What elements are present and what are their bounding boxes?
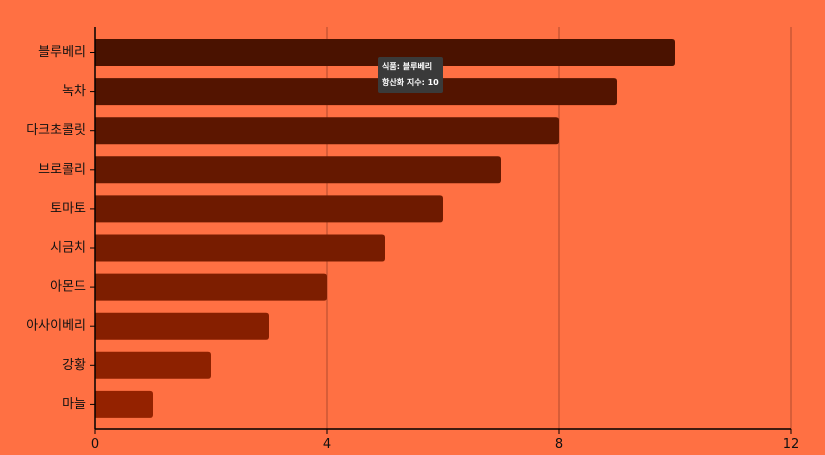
y-tick-label-4: 토마토	[50, 201, 86, 216]
bar-4	[95, 195, 443, 223]
tooltip-category-row: 식품: 블루베리	[382, 62, 433, 71]
x-tick-label-2: 8	[555, 437, 563, 452]
tooltip-value-value: 10	[427, 78, 439, 87]
y-tick-label-5: 시금치	[50, 241, 86, 256]
x-tick-label-3: 12	[783, 437, 800, 452]
bar-6	[95, 273, 327, 301]
y-tick-label-1: 녹차	[62, 84, 86, 99]
y-tick-label-0: 블루베리	[38, 45, 86, 60]
bar-5	[95, 234, 385, 262]
tooltip-category-key: 식품	[382, 62, 397, 71]
bar-7	[95, 312, 269, 340]
bar-3	[95, 156, 501, 184]
bars	[95, 39, 675, 418]
y-tick-label-2: 다크초콜릿	[26, 123, 86, 138]
x-tick-label-0: 0	[91, 437, 99, 452]
y-tick-label-7: 아사이베리	[26, 319, 86, 334]
tooltip-value-key: 항산화 지수	[382, 78, 422, 87]
y-tick-label-8: 강황	[62, 358, 86, 373]
bar-1	[95, 78, 617, 106]
bar-0	[95, 39, 675, 66]
tooltip: 식품: 블루베리 항산화 지수: 10	[378, 57, 443, 93]
x-tick-label-1: 4	[323, 437, 331, 452]
y-tick-label-3: 브로콜리	[38, 162, 86, 177]
bar-9	[95, 390, 153, 418]
bar-2	[95, 117, 559, 145]
y-tick-label-6: 아몬드	[50, 280, 86, 295]
axes	[90, 27, 792, 434]
tooltip-category-value: 블루베리	[402, 62, 433, 71]
tooltip-value-row: 항산화 지수: 10	[382, 78, 439, 87]
y-tick-label-9: 마늘	[62, 397, 86, 412]
bar-8	[95, 351, 211, 379]
